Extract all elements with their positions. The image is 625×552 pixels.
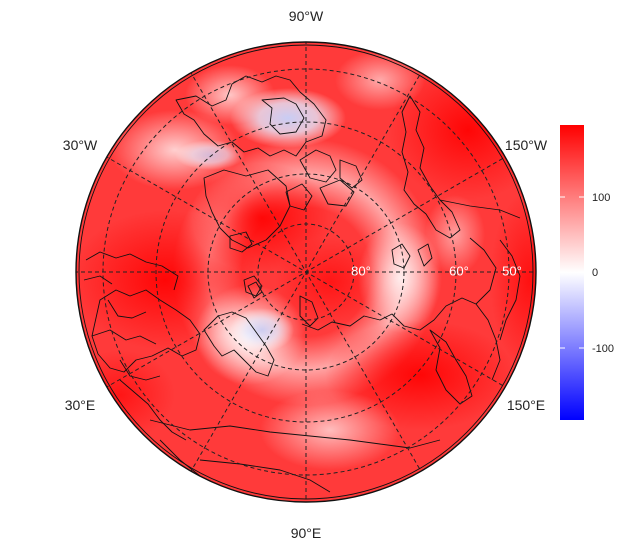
- lon-label-lower-left: 30°E: [65, 397, 96, 413]
- colorbar-tick-neg100: -100: [592, 343, 614, 355]
- lon-label-upper-right: 150°W: [505, 137, 548, 153]
- meridian-60e-120w: [189, 70, 423, 474]
- map-disk: [75, 41, 537, 503]
- longitude-labels: 90°W 30°W 150°W 30°E 150°E 90°E: [63, 8, 548, 541]
- colorbar-tick-100: 100: [592, 192, 610, 204]
- map-border-outer: [75, 41, 537, 503]
- colorbar: 100 0 -100: [560, 125, 614, 420]
- graticule: [76, 42, 536, 502]
- lat-label-50: 50°: [502, 263, 522, 278]
- lon-label-upper-left: 30°W: [63, 137, 98, 153]
- lon-label-bottom: 90°E: [291, 525, 322, 541]
- latitude-labels: 80° 60° 50°: [351, 263, 522, 278]
- colorbar-tick-0: 0: [592, 267, 598, 279]
- map-border-inner: [78, 44, 534, 500]
- lon-label-lower-right: 150°E: [507, 397, 545, 413]
- lon-label-top: 90°W: [289, 8, 324, 24]
- coastlines: [83, 75, 521, 493]
- lat-label-80: 80°: [351, 263, 371, 278]
- lat-label-60: 60°: [449, 263, 469, 278]
